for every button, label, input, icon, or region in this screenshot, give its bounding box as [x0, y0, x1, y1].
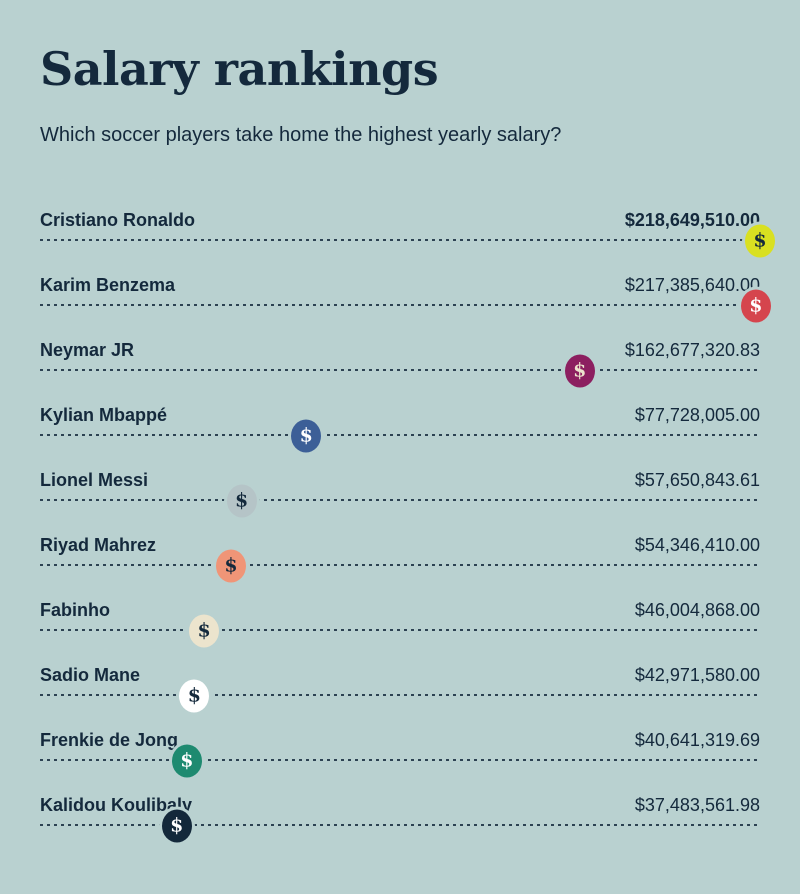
player-row: Cristiano Ronaldo $218,649,510.00 $ [40, 203, 775, 268]
dotted-line [40, 499, 760, 502]
dollar-badge: $ [291, 419, 322, 453]
player-name: Fabinho [40, 600, 110, 621]
player-row-text: Kylian Mbappé $77,728,005.00 [40, 398, 760, 426]
dollar-icon: $ [749, 294, 763, 317]
player-name: Cristiano Ronaldo [40, 210, 196, 231]
ranking-list: Cristiano Ronaldo $218,649,510.00 $ Kari… [40, 203, 775, 853]
dollar-badge: $ [215, 549, 246, 583]
dollar-icon: $ [299, 424, 313, 447]
player-name: Kylian Mbappé [40, 405, 168, 426]
player-row: Frenkie de Jong $40,641,319.69 $ [40, 723, 760, 788]
dollar-badge: $ [161, 809, 192, 843]
player-row: Sadio Mane $42,971,580.00 $ [40, 658, 760, 723]
player-row: Lionel Messi $57,650,843.61 $ [40, 463, 760, 528]
player-row-text: Riyad Mahrez $54,346,410.00 [40, 528, 760, 556]
page-subtitle: Which soccer players take home the highe… [40, 124, 562, 147]
player-row-text: Fabinho $46,004,868.00 [40, 593, 760, 621]
dotted-line [40, 369, 760, 372]
dotted-line [40, 304, 760, 307]
player-row: Neymar JR $162,677,320.83 $ [40, 333, 760, 398]
player-row-text: Sadio Mane $42,971,580.00 [40, 658, 760, 686]
dollar-icon: $ [573, 359, 587, 382]
dollar-icon: $ [187, 684, 201, 707]
player-salary: $54,346,410.00 [634, 535, 760, 556]
player-name: Riyad Mahrez [40, 535, 157, 556]
player-name: Lionel Messi [40, 470, 149, 491]
dotted-line [40, 239, 760, 242]
dotted-line [40, 824, 760, 827]
player-name: Kalidou Koulibaly [40, 795, 193, 816]
dotted-line [40, 564, 760, 567]
player-name: Neymar JR [40, 340, 135, 361]
player-salary: $77,728,005.00 [634, 405, 760, 426]
player-salary: $40,641,319.69 [634, 730, 760, 751]
dollar-icon: $ [234, 489, 249, 512]
dollar-icon: $ [180, 749, 194, 772]
player-salary: $162,677,320.83 [624, 340, 760, 361]
player-row-text: Karim Benzema $217,385,640.00 [40, 268, 760, 296]
dollar-badge: $ [171, 744, 202, 778]
player-row: Fabinho $46,004,868.00 $ [40, 593, 760, 658]
player-row: Karim Benzema $217,385,640.00 $ [40, 268, 771, 333]
player-row-text: Kalidou Koulibaly $37,483,561.98 [40, 788, 760, 816]
player-name: Frenkie de Jong [40, 730, 179, 751]
player-salary: $42,971,580.00 [634, 665, 760, 686]
page-title: Salary rankings [40, 42, 439, 96]
dollar-icon: $ [197, 619, 211, 642]
dollar-badge: $ [179, 679, 210, 713]
player-row-text: Cristiano Ronaldo $218,649,510.00 [40, 203, 760, 231]
dollar-icon: $ [224, 554, 238, 577]
dollar-icon: $ [753, 229, 767, 252]
dotted-line [40, 694, 760, 697]
player-salary: $37,483,561.98 [634, 795, 760, 816]
dollar-badge: $ [189, 614, 220, 648]
player-salary: $46,004,868.00 [634, 600, 760, 621]
dotted-line [40, 759, 760, 762]
dotted-line [40, 434, 760, 437]
dotted-line [40, 629, 760, 632]
player-name: Sadio Mane [40, 665, 141, 686]
player-row-text: Lionel Messi $57,650,843.61 [40, 463, 760, 491]
dollar-badge: $ [564, 354, 595, 388]
player-salary: $218,649,510.00 [624, 210, 760, 231]
player-row-text: Frenkie de Jong $40,641,319.69 [40, 723, 760, 751]
player-row: Riyad Mahrez $54,346,410.00 $ [40, 528, 760, 593]
dollar-badge: $ [226, 484, 257, 518]
player-salary: $217,385,640.00 [624, 275, 760, 296]
player-row: Kalidou Koulibaly $37,483,561.98 $ [40, 788, 760, 853]
player-row-text: Neymar JR $162,677,320.83 [40, 333, 760, 361]
dollar-badge: $ [740, 289, 771, 323]
player-row: Kylian Mbappé $77,728,005.00 $ [40, 398, 760, 463]
player-salary: $57,650,843.61 [634, 470, 760, 491]
dollar-badge: $ [745, 224, 775, 258]
player-name: Karim Benzema [40, 275, 176, 296]
dollar-icon: $ [170, 814, 184, 837]
